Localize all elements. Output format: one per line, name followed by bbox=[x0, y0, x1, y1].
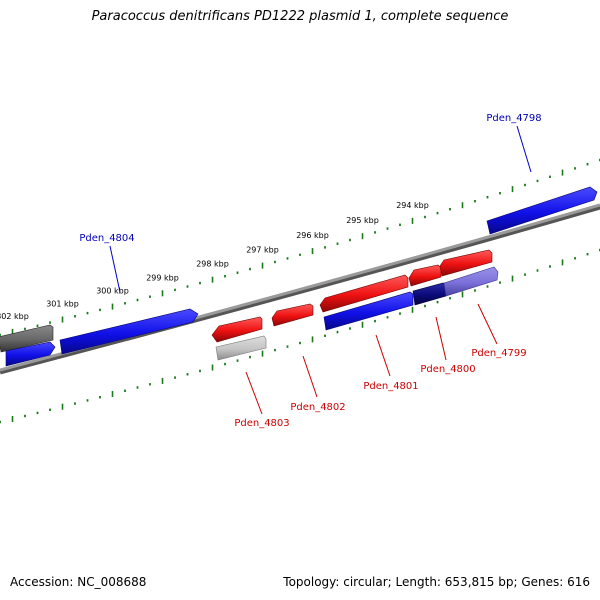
gene-pden-4802[interactable] bbox=[271, 303, 314, 327]
label-pden-4800[interactable]: Pden_4800 bbox=[420, 364, 475, 375]
gene-pden-4799[interactable] bbox=[443, 266, 499, 297]
gene-forward-left-edge[interactable] bbox=[0, 341, 56, 368]
label-pden-4803[interactable]: Pden_4803 bbox=[234, 418, 289, 429]
leader-pden-4804 bbox=[109, 245, 121, 293]
gene-pden-4800[interactable] bbox=[412, 282, 447, 306]
kbp-tick-label: 297 kbp bbox=[246, 246, 279, 255]
kbp-tick-label: 295 kbp bbox=[346, 216, 379, 225]
map-title: Paracoccus denitrificans PD1222 plasmid … bbox=[91, 9, 509, 24]
outer-tick-ring bbox=[0, 158, 600, 337]
leader-pden-4799 bbox=[477, 303, 498, 345]
leader-pden-4802 bbox=[302, 355, 318, 398]
kbp-tick-label: 301 kbp bbox=[46, 300, 79, 309]
gene-red-right[interactable] bbox=[439, 249, 493, 277]
label-pden-4804[interactable]: Pden_4804 bbox=[79, 233, 134, 244]
accession-text: Accession: NC_008688 bbox=[10, 575, 147, 589]
kbp-tick-label: 294 kbp bbox=[396, 201, 429, 210]
label-pden-4798[interactable]: Pden_4798 bbox=[486, 113, 541, 124]
leader-pden-4803 bbox=[245, 371, 263, 415]
gene-red-large[interactable] bbox=[319, 274, 409, 313]
kbp-tick-label: 300 kbp bbox=[96, 287, 129, 296]
inner-tick-ring bbox=[0, 248, 600, 424]
gene-dark-gray-left[interactable] bbox=[0, 324, 54, 353]
kbp-tick-label: 296 kbp bbox=[296, 231, 329, 240]
gene-light-gray[interactable] bbox=[215, 335, 267, 361]
kbp-tick-labels: 302 kbp 301 kbp 300 kbp 299 kbp 298 kbp 297 k… bbox=[0, 201, 429, 321]
gene-pden-4803[interactable] bbox=[211, 316, 263, 343]
topology-summary: Topology: circular; Length: 653,815 bp; … bbox=[283, 575, 590, 589]
label-pden-4802[interactable]: Pden_4802 bbox=[290, 402, 345, 413]
kbp-tick-label: 298 kbp bbox=[196, 260, 229, 269]
gene-pden-4801[interactable] bbox=[323, 291, 414, 331]
label-pden-4801[interactable]: Pden_4801 bbox=[363, 381, 418, 392]
gene-pden-4804[interactable] bbox=[59, 308, 199, 355]
gene-pden-4798[interactable] bbox=[486, 186, 598, 235]
leader-pden-4801 bbox=[375, 334, 391, 377]
kbp-tick-label: 299 kbp bbox=[146, 273, 179, 282]
kbp-tick-label: 302 kbp bbox=[0, 312, 29, 321]
leader-pden-4798 bbox=[516, 125, 532, 173]
backbone-shadow bbox=[0, 204, 600, 375]
label-pden-4799[interactable]: Pden_4799 bbox=[471, 348, 526, 359]
gene-red-small[interactable] bbox=[408, 264, 442, 287]
leader-pden-4800 bbox=[435, 316, 447, 361]
